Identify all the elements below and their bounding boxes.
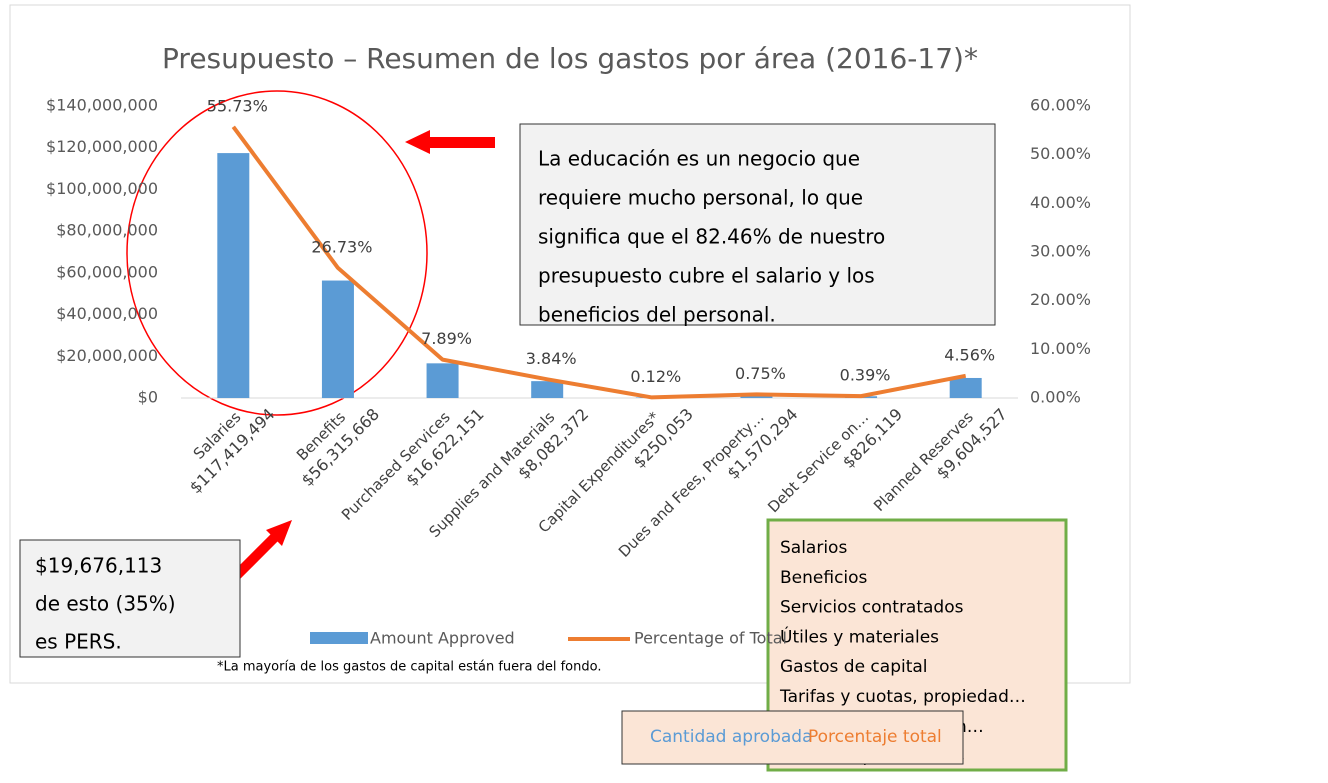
annotation-text: de esto (35%): [35, 592, 176, 616]
annotation-text: significa que el 82.46% de nuestro: [538, 225, 885, 249]
legend-translation: Cantidad aprobada: [650, 727, 813, 747]
data-label: 7.89%: [421, 329, 472, 348]
bar: [531, 381, 564, 398]
y2-tick-label: 10.00%: [1030, 339, 1091, 358]
annotation-text: Salarios: [780, 538, 847, 558]
annotation-text: presupuesto cubre el salario y los: [538, 264, 875, 288]
annotation-box: La educación es un negocio que requiere m…: [519, 123, 996, 327]
bar: [426, 363, 459, 398]
y-tick-label: $80,000,000: [56, 221, 158, 240]
y2-tick-label: 60.00%: [1030, 96, 1091, 115]
data-label: 55.73%: [207, 96, 268, 115]
annotation-box-bg: [519, 123, 996, 326]
annotation-text: es PERS.: [35, 630, 122, 654]
data-label: 4.56%: [944, 345, 995, 364]
annotation-box-bg: [19, 539, 241, 658]
annotation-text: La educación es un negocio que: [538, 147, 860, 171]
data-label: 3.84%: [526, 349, 577, 368]
legend-label: Amount Approved: [370, 629, 515, 648]
legend-swatch: [310, 632, 368, 644]
data-label: 26.73%: [311, 237, 372, 256]
red-arrow: [405, 130, 495, 154]
legend-translation: Porcentaje total: [808, 727, 942, 747]
bar: [217, 153, 250, 398]
legend-label: Percentage of Total: [634, 629, 787, 648]
highlight-circle: [126, 90, 428, 416]
annotation-text: Útiles y materiales: [780, 625, 939, 647]
legend-translation-box: [621, 710, 964, 765]
y2-tick-label: 20.00%: [1030, 290, 1091, 309]
annotation-text: $19,676,113: [35, 554, 162, 578]
data-label: 0.12%: [630, 367, 681, 386]
y2-tick-label: 30.00%: [1030, 242, 1091, 261]
annotation-text: Tarifas y cuotas, propiedad…: [779, 687, 1026, 707]
footnote: *La mayoría de los gastos de capital est…: [217, 660, 601, 675]
chart-title: Presupuesto – Resumen de los gastos por …: [162, 42, 978, 75]
y-tick-label: $0: [138, 388, 158, 407]
y-tick-label: $120,000,000: [46, 137, 158, 156]
y-tick-label: $100,000,000: [46, 179, 158, 198]
annotation-text: Gastos de capital: [780, 657, 928, 677]
bar: [949, 377, 982, 398]
annotation-box: $19,676,113 de esto (35%) es PERS.: [19, 539, 241, 658]
annotation-text: beneficios del personal.: [538, 303, 776, 327]
y-tick-label: $60,000,000: [56, 262, 158, 281]
data-label: 0.75%: [735, 364, 786, 383]
data-label: 0.39%: [840, 366, 891, 385]
annotation-text: Servicios contratados: [780, 598, 964, 618]
bar: [740, 394, 773, 398]
annotation-text: requiere mucho personal, lo que: [538, 186, 863, 210]
y-tick-label: $20,000,000: [56, 346, 158, 365]
y-tick-label: $140,000,000: [46, 96, 158, 115]
y-tick-label: $40,000,000: [56, 304, 158, 323]
line: [231, 125, 967, 400]
y2-tick-label: 40.00%: [1030, 193, 1091, 212]
bar: [321, 280, 354, 398]
y2-tick-label: 0.00%: [1030, 388, 1081, 407]
annotation-text: Beneficios: [780, 568, 868, 588]
y2-tick-label: 50.00%: [1030, 144, 1091, 163]
